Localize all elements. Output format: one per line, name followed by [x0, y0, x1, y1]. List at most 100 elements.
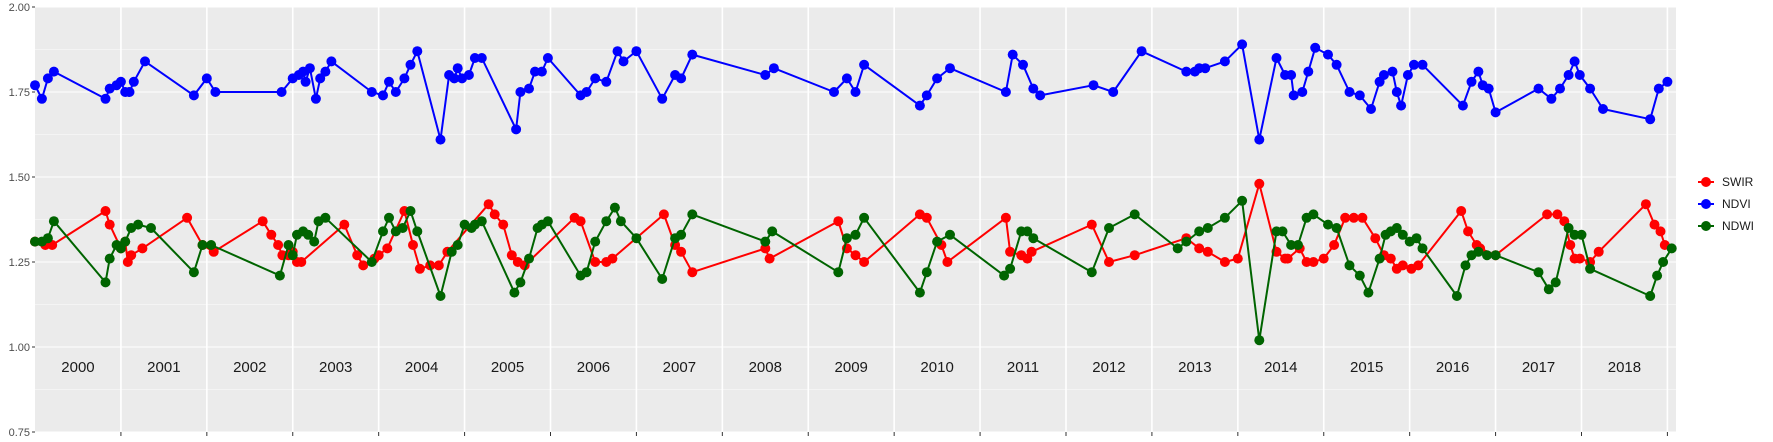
data-point-ndvi: [590, 73, 601, 84]
data-point-ndvi: [1018, 59, 1028, 70]
data-point-swir: [352, 250, 363, 261]
data-point-ndwi: [283, 240, 294, 250]
data-point-ndwi: [1286, 240, 1297, 250]
data-point-ndvi: [1000, 87, 1011, 97]
data-point-ndwi: [366, 257, 377, 267]
year-label: 2001: [147, 359, 180, 376]
data-point-ndvi: [48, 66, 59, 77]
data-point-ndwi: [1374, 253, 1385, 264]
data-point-ndwi: [412, 226, 423, 237]
data-point-swir: [1282, 253, 1293, 264]
data-point-ndwi: [609, 202, 620, 213]
data-point-ndwi: [767, 226, 778, 237]
data-point-ndvi: [1254, 134, 1265, 145]
data-point-ndvi: [412, 46, 423, 57]
data-point-ndwi: [859, 212, 870, 223]
data-point-ndwi: [590, 236, 601, 247]
data-point-ndvi: [1396, 100, 1407, 111]
y-tick-label: 1.00: [9, 342, 30, 354]
data-point-ndvi: [1555, 83, 1565, 94]
data-point-ndwi: [405, 206, 416, 216]
data-point-ndvi: [435, 134, 446, 145]
year-label: 2005: [491, 359, 524, 376]
data-point-ndwi: [1363, 287, 1374, 298]
data-point-ndwi: [1490, 250, 1501, 261]
data-point-ndwi: [999, 270, 1010, 281]
data-point-ndvi: [524, 83, 534, 94]
data-point-ndvi: [657, 93, 668, 104]
data-point-ndwi: [1666, 243, 1677, 254]
legend-key-point: [1701, 221, 1711, 231]
data-point-swir: [1565, 240, 1576, 250]
data-point-ndwi: [1533, 267, 1544, 278]
data-point-ndwi: [657, 274, 668, 284]
data-point-ndvi: [399, 73, 410, 84]
data-point-ndvi: [1585, 83, 1596, 94]
data-point-ndwi: [452, 240, 463, 250]
data-point-ndwi: [1645, 291, 1656, 301]
data-point-swir: [764, 253, 775, 264]
year-label: 2002: [233, 359, 266, 376]
data-point-ndvi: [384, 76, 394, 87]
data-point-ndvi: [115, 76, 126, 87]
data-point-ndvi: [1271, 53, 1282, 63]
data-point-ndvi: [42, 73, 53, 84]
data-point-ndvi: [1409, 59, 1419, 70]
year-label: 2011: [1007, 359, 1039, 376]
year-label: 2014: [1264, 359, 1297, 376]
data-point-swir: [137, 243, 148, 254]
data-point-ndvi: [1007, 49, 1018, 60]
data-point-swir: [575, 216, 586, 227]
data-point-ndvi: [390, 87, 401, 97]
data-point-ndwi: [1308, 209, 1319, 220]
year-label: 2010: [920, 359, 953, 376]
data-point-ndvi: [366, 87, 377, 97]
data-point-ndwi: [524, 253, 534, 264]
data-point-ndvi: [30, 80, 40, 91]
data-point-ndwi: [188, 267, 199, 278]
data-point-ndvi: [1035, 90, 1046, 101]
data-point-ndvi: [1354, 90, 1365, 101]
data-point-swir: [273, 240, 284, 250]
series-layer: [30, 39, 1677, 346]
data-point-ndwi: [914, 287, 925, 298]
data-point-ndwi: [1391, 223, 1402, 233]
data-point-ndvi: [1310, 42, 1321, 53]
data-point-ndwi: [833, 267, 844, 278]
data-point-ndwi: [631, 233, 642, 244]
data-point-ndwi: [1005, 263, 1016, 274]
data-point-ndwi: [542, 216, 553, 227]
y-tick-label: 2.00: [9, 2, 30, 14]
data-point-ndvi: [201, 73, 212, 84]
data-point-ndwi: [687, 209, 698, 220]
data-point-ndvi: [536, 66, 547, 77]
data-point-ndwi: [509, 287, 520, 298]
data-point-swir: [1370, 233, 1381, 244]
data-point-ndwi: [287, 250, 298, 261]
legend-label: NDVI: [1722, 197, 1751, 211]
data-point-ndvi: [921, 90, 932, 101]
data-point-ndvi: [511, 124, 522, 135]
data-point-ndvi: [1546, 93, 1557, 104]
data-point-swir: [414, 263, 425, 274]
legend-label: NDWI: [1722, 219, 1754, 233]
data-point-ndvi: [515, 87, 526, 97]
data-point-ndwi: [581, 267, 592, 278]
data-point-ndvi: [1088, 80, 1099, 91]
data-point-swir: [1463, 226, 1474, 237]
data-point-ndvi: [1574, 70, 1585, 80]
data-point-swir: [1348, 212, 1359, 223]
data-point-ndvi: [124, 87, 135, 97]
data-point-ndvi: [378, 90, 388, 101]
data-point-ndvi: [1473, 66, 1484, 77]
data-point-swir: [100, 206, 111, 216]
axes: 0.75 1.00 1.25 1.50 1.75 2.00: [9, 2, 1668, 439]
data-point-swir: [1254, 178, 1265, 189]
data-point-ndwi: [1451, 291, 1462, 301]
data-point-ndvi: [601, 76, 612, 87]
data-point-ndwi: [1331, 223, 1342, 233]
legend: SWIR NDVI NDWI: [1698, 175, 1754, 233]
data-point-ndvi: [476, 53, 487, 63]
data-point-swir: [382, 243, 393, 254]
data-point-ndvi: [1288, 90, 1299, 101]
